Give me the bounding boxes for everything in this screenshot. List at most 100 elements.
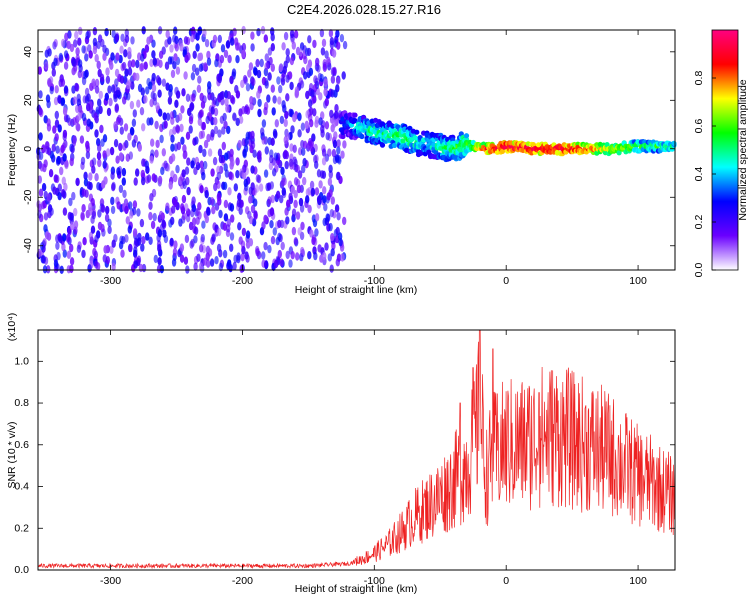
spectrogram-cell xyxy=(61,242,66,252)
spectrogram-cell xyxy=(335,84,340,93)
spectrogram-cell xyxy=(191,63,197,73)
spectrogram-cell xyxy=(52,41,57,50)
spectrogram-cell xyxy=(185,131,191,140)
spectrogram-cell xyxy=(336,139,341,148)
spectrogram-cell xyxy=(261,259,266,268)
spectrogram-cell xyxy=(200,100,206,109)
spectrogram-cell xyxy=(313,251,318,261)
snr-y-ticks: 0.0 0.2 0.4 0.6 0.8 1.0 xyxy=(14,355,675,576)
spectrogram-cell xyxy=(47,147,52,156)
spectrogram-cell xyxy=(152,97,157,106)
spectrogram-cell xyxy=(285,74,290,83)
spectrogram-cell xyxy=(334,104,339,113)
spectrogram-cell xyxy=(275,236,280,246)
spectrogram-cell xyxy=(302,140,308,149)
spectrogram-cell xyxy=(273,259,279,269)
spectrogram-cell xyxy=(342,216,347,226)
spectrogram-cell xyxy=(261,221,266,230)
spectrogram-cell xyxy=(72,96,78,105)
spectrogram-cell xyxy=(69,212,74,221)
spectrogram-cell xyxy=(120,249,125,258)
spectrogram-cell xyxy=(264,146,269,155)
spectrogram-cell xyxy=(263,214,268,224)
spectrogram-cell xyxy=(170,69,176,79)
spectrogram-cell xyxy=(303,71,308,80)
spectrogram-cell xyxy=(400,138,406,144)
spectrogram-cell xyxy=(193,235,198,244)
spectrogram-cell xyxy=(207,148,213,157)
spectrogram-cell xyxy=(308,67,314,77)
spectrogram-cell xyxy=(131,59,136,68)
spectrogram-cell xyxy=(235,170,240,179)
spectrogram-cell xyxy=(224,97,229,107)
spectrogram-cell xyxy=(238,115,244,125)
spectrogram-cell xyxy=(94,85,100,94)
spectrogram-cell xyxy=(102,254,108,263)
spectrogram-cell xyxy=(140,169,145,179)
spectrogram-cell xyxy=(197,75,202,84)
colorbar-frame xyxy=(711,29,739,271)
spectrogram-cell xyxy=(280,77,286,86)
spectrogram-cell xyxy=(108,97,113,107)
spectrogram-cell xyxy=(290,125,295,134)
spectrogram-cell xyxy=(103,245,108,254)
spectrogram-cell xyxy=(232,27,237,37)
spectrogram-cell xyxy=(102,44,107,54)
spectrogram-cell xyxy=(85,140,90,150)
spectrogram-cell xyxy=(292,113,297,123)
spectrogram-cell xyxy=(124,34,130,44)
spectrogram-cell xyxy=(57,183,62,192)
snr-x-tick-label: 0 xyxy=(503,575,509,587)
spectrogram-cell xyxy=(206,57,212,66)
spectrogram-cell xyxy=(111,181,116,191)
colorbar-tick-label: 0.8 xyxy=(693,71,705,86)
spectrogram-cell xyxy=(177,112,183,122)
spectrogram-cell xyxy=(84,53,89,62)
spectrogram-cell xyxy=(102,52,107,61)
spectrogram-cell xyxy=(342,40,348,50)
spectrogram-y-tick-label: -40 xyxy=(22,238,34,253)
spectrogram-cell xyxy=(330,248,335,257)
spectrogram-cell xyxy=(43,159,48,168)
spectrogram-x-axis-title: Height of straight line (km) xyxy=(295,284,418,296)
spectrogram-cell xyxy=(98,105,103,115)
spectrogram-cell xyxy=(97,209,102,218)
spectrogram-cell xyxy=(94,129,99,138)
spectrogram-cell xyxy=(228,263,233,273)
spectrogram-cell xyxy=(275,190,281,199)
spectrogram-cell xyxy=(128,151,133,160)
spectrogram-cell xyxy=(86,103,91,112)
spectrogram-cell xyxy=(285,132,291,142)
spectrogram-cell xyxy=(261,119,267,128)
spectrogram-cell xyxy=(324,242,329,251)
spectrogram-cell xyxy=(289,29,295,39)
spectrogram-cell xyxy=(127,60,132,69)
spectrogram-cell xyxy=(291,226,297,236)
spectrogram-cell xyxy=(173,173,178,183)
spectrogram-cell xyxy=(285,250,290,260)
spectrogram-cell xyxy=(327,177,333,187)
spectrogram-cell xyxy=(81,112,87,122)
spectrogram-cell xyxy=(264,80,269,89)
spectrogram-cell xyxy=(179,123,184,133)
spectrogram-cell xyxy=(132,200,138,209)
spectrogram-cell xyxy=(245,131,250,140)
spectrogram-cell xyxy=(335,29,340,38)
spectrogram-cell xyxy=(314,115,320,125)
spectrogram-cell xyxy=(235,55,240,64)
spectrogram-cell xyxy=(149,58,154,68)
spectrogram-cell xyxy=(105,205,110,215)
spectrogram-cell xyxy=(69,43,75,53)
spectrogram-cell xyxy=(77,69,83,79)
spectrogram-y-tick-label: 0 xyxy=(22,146,34,152)
spectrogram-cell xyxy=(305,195,310,204)
spectrogram-cell xyxy=(56,156,61,165)
spectrogram-cell xyxy=(151,173,156,182)
spectrogram-cell xyxy=(119,126,125,135)
spectrogram-cell xyxy=(270,63,275,72)
spectrogram-cell xyxy=(114,33,120,43)
spectrogram-x-ticks: -300 -200 -100 0 100 xyxy=(100,30,647,287)
spectrogram-cell xyxy=(330,233,335,242)
spectrogram-cell xyxy=(203,62,208,71)
